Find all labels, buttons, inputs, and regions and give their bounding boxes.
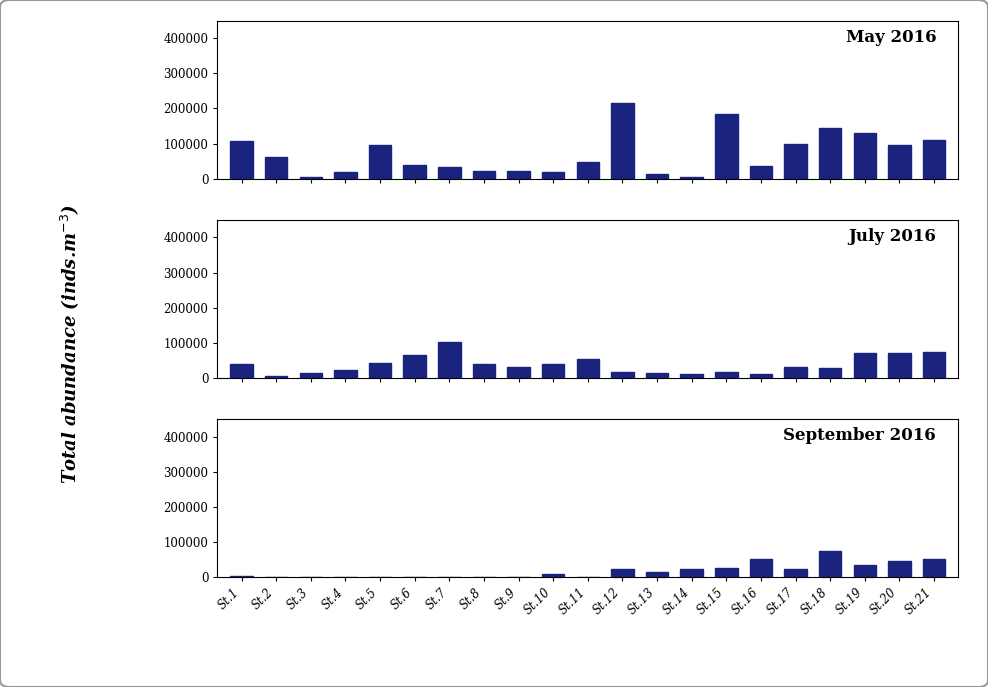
Text: May 2016: May 2016 [846,28,936,45]
Bar [472,170,495,179]
Bar [854,352,876,378]
Bar [299,372,322,378]
Bar [750,166,773,179]
Bar [923,352,946,378]
Bar [715,567,738,577]
Bar [577,359,599,378]
Bar [646,572,668,577]
Bar [438,342,460,378]
Bar [369,144,391,179]
Bar [612,570,633,577]
Bar [334,370,357,378]
Bar [923,559,946,577]
Bar [508,368,530,378]
Bar [923,140,946,179]
Bar [230,576,253,577]
Bar [265,157,288,179]
Bar [715,372,738,378]
Bar [369,363,391,378]
Text: Total abundance (inds.m$^{-3}$): Total abundance (inds.m$^{-3}$) [57,203,81,484]
Bar [438,167,460,179]
Bar [784,144,807,179]
Bar [784,569,807,577]
Bar [612,103,633,179]
Bar [299,177,322,179]
Bar [819,128,842,179]
Bar [646,372,668,378]
Bar [888,561,911,577]
Bar [819,368,842,378]
Bar [542,574,564,577]
Bar [612,372,633,378]
Bar [681,177,703,179]
Bar [854,565,876,577]
Bar [715,114,738,179]
Bar [750,374,773,378]
Bar [403,355,426,378]
Bar [230,364,253,378]
Bar [646,174,668,179]
Bar [681,570,703,577]
Bar [542,172,564,179]
Text: September 2016: September 2016 [783,427,936,444]
Bar [265,376,288,378]
Bar [334,172,357,179]
Bar [230,141,253,179]
Bar [542,364,564,378]
Bar [681,374,703,378]
Bar [854,133,876,179]
Bar [784,367,807,378]
Bar [888,144,911,179]
Text: July 2016: July 2016 [849,228,936,245]
Bar [472,364,495,378]
Bar [577,161,599,179]
Bar [508,171,530,179]
Bar [750,559,773,577]
Bar [888,352,911,378]
Bar [403,166,426,179]
Bar [819,551,842,577]
